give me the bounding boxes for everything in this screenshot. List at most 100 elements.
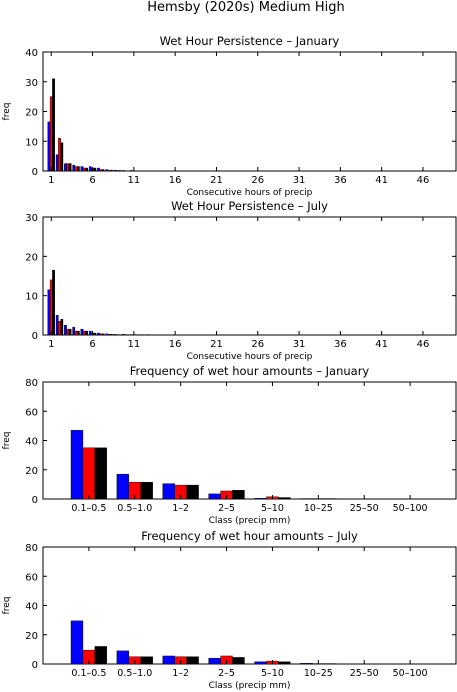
y-tick-label: 0 bbox=[32, 331, 38, 342]
bar bbox=[278, 661, 291, 665]
bar bbox=[254, 498, 267, 500]
x-tick-label: 2–5 bbox=[218, 668, 235, 679]
bar bbox=[76, 166, 80, 172]
bar bbox=[64, 163, 67, 172]
y-tick-label: 0 bbox=[32, 660, 38, 671]
bar bbox=[121, 334, 125, 336]
bar bbox=[58, 321, 61, 336]
y-tick-label: 20 bbox=[25, 252, 38, 263]
bar bbox=[208, 493, 221, 500]
x-tick-label: 1 bbox=[48, 175, 54, 186]
bar bbox=[105, 169, 109, 172]
chart-panel-4: Frequency of wet hour amounts – July 0 20 4… bbox=[2, 529, 457, 691]
x-tick-label: 1–2 bbox=[172, 503, 189, 514]
bar bbox=[68, 328, 72, 336]
x-axis-label: Class (precip mm) bbox=[209, 516, 291, 526]
chart-title: Frequency of wet hour amounts – July bbox=[141, 529, 358, 543]
x-tick-label: 11 bbox=[127, 175, 140, 186]
x-tick-label: 16 bbox=[169, 175, 182, 186]
x-tick-label: 41 bbox=[375, 175, 388, 186]
x-tick-label: 21 bbox=[210, 339, 223, 350]
bar bbox=[80, 166, 84, 172]
bar bbox=[55, 154, 59, 172]
x-axis-label: Consecutive hours of precip bbox=[187, 188, 313, 198]
bar bbox=[110, 169, 113, 172]
y-tick-label: 10 bbox=[25, 137, 38, 148]
y-axis-label: freq bbox=[2, 597, 12, 615]
bar bbox=[101, 169, 105, 172]
bar bbox=[93, 167, 97, 172]
bar bbox=[70, 620, 84, 665]
y-tick-label: 0 bbox=[32, 495, 38, 506]
bar bbox=[101, 333, 105, 336]
bar bbox=[118, 170, 122, 172]
x-tick-label: 46 bbox=[417, 175, 430, 186]
bar bbox=[49, 279, 53, 336]
bar bbox=[97, 332, 100, 336]
bar bbox=[94, 646, 107, 665]
x-tick-label: 1 bbox=[48, 339, 54, 350]
bar bbox=[254, 661, 267, 665]
bar bbox=[47, 289, 51, 336]
bar bbox=[130, 170, 133, 172]
x-tick-label: 26 bbox=[251, 339, 264, 350]
bar bbox=[162, 655, 175, 665]
x-tick-label: 26 bbox=[251, 175, 264, 186]
bar bbox=[186, 656, 199, 665]
bar bbox=[105, 333, 109, 336]
bar bbox=[82, 167, 86, 172]
x-tick-label: 16 bbox=[169, 339, 182, 350]
x-tick-label: 50–100 bbox=[393, 503, 428, 514]
bar bbox=[82, 330, 86, 336]
x-tick-label: 6 bbox=[89, 339, 95, 350]
bar bbox=[82, 447, 96, 500]
bar bbox=[93, 332, 97, 336]
bar bbox=[99, 169, 103, 172]
y-tick-label: 40 bbox=[25, 602, 38, 613]
chart-title: Wet Hour Persistence – July bbox=[171, 199, 328, 213]
bar bbox=[80, 328, 84, 336]
x-tick-label: 46 bbox=[417, 339, 430, 350]
bar bbox=[94, 447, 107, 500]
bar bbox=[99, 333, 103, 336]
x-tick-label: 36 bbox=[334, 175, 347, 186]
bar bbox=[72, 326, 76, 336]
x-tick-label: 0.1–0.5 bbox=[71, 503, 106, 514]
bar bbox=[70, 430, 84, 500]
y-tick-label: 30 bbox=[25, 78, 38, 89]
bar bbox=[116, 650, 130, 665]
bar bbox=[140, 656, 153, 665]
bar bbox=[113, 334, 117, 336]
y-tick-label: 60 bbox=[25, 407, 38, 418]
y-tick-label: 60 bbox=[25, 572, 38, 583]
bar bbox=[110, 334, 113, 336]
bar bbox=[88, 166, 92, 172]
bar bbox=[278, 497, 291, 500]
chart-title: Frequency of wet hour amounts – January bbox=[130, 364, 370, 378]
bar bbox=[186, 484, 199, 500]
bar bbox=[49, 96, 53, 172]
x-tick-label: 2–5 bbox=[218, 503, 235, 514]
x-tick-label: 36 bbox=[334, 339, 347, 350]
y-tick-label: 80 bbox=[25, 543, 38, 554]
bar bbox=[121, 170, 125, 172]
bar bbox=[162, 483, 175, 500]
bar bbox=[232, 657, 245, 665]
bar bbox=[60, 319, 64, 336]
x-tick-label: 0.5–1.0 bbox=[117, 668, 152, 679]
chart-title: Wet Hour Persistence – January bbox=[160, 34, 340, 48]
bar bbox=[64, 324, 67, 336]
axes-frame bbox=[42, 216, 457, 336]
x-tick-label: 10–25 bbox=[304, 503, 333, 514]
bar bbox=[88, 330, 92, 336]
x-axis-label: Consecutive hours of precip bbox=[187, 352, 313, 362]
y-tick-label: 10 bbox=[25, 292, 38, 303]
x-tick-label: 5–10 bbox=[261, 503, 284, 514]
y-tick-label: 80 bbox=[25, 378, 38, 389]
x-tick-label: 0.1–0.5 bbox=[71, 668, 106, 679]
bar bbox=[60, 142, 64, 172]
bar bbox=[113, 169, 117, 172]
y-tick-label: 20 bbox=[25, 631, 38, 642]
axes-frame bbox=[42, 51, 457, 172]
